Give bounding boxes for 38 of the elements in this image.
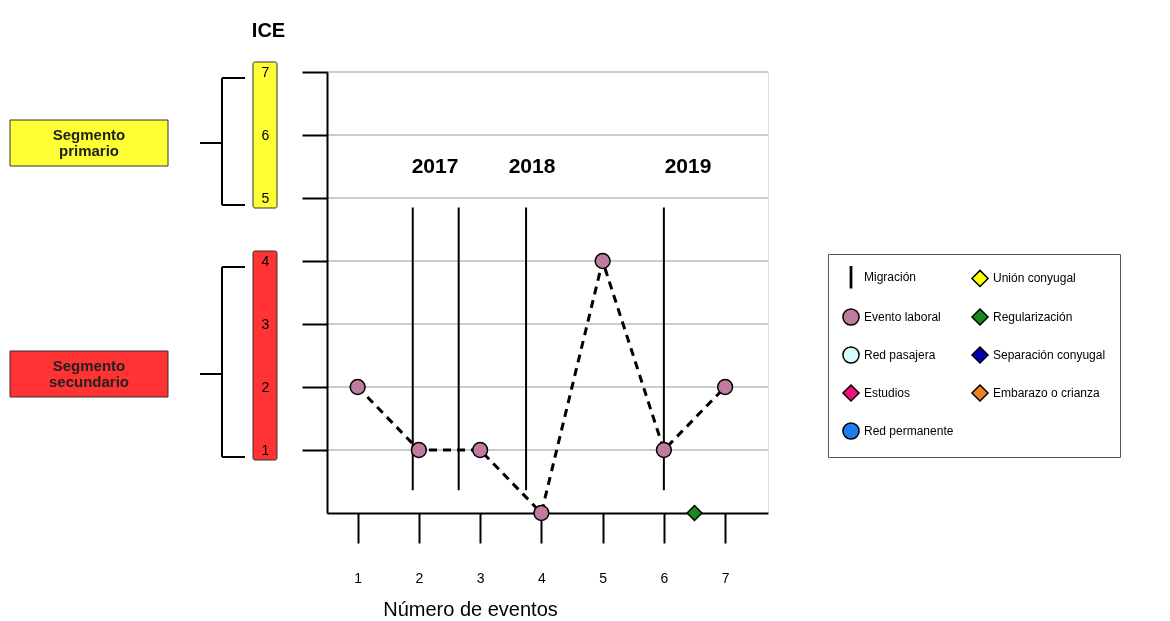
point <box>594 252 611 270</box>
x-tick-label: 6 <box>660 569 669 586</box>
annotation: 2018 <box>508 154 556 177</box>
point <box>349 378 366 396</box>
legend-label: Red pasajera <box>864 348 936 362</box>
x-tick-label: 4 <box>537 569 546 586</box>
annotation: 2019 <box>664 154 712 177</box>
legend-label: Red permanente <box>864 424 954 438</box>
legend-label: Regularización <box>993 310 1073 324</box>
x-tick-label: 2 <box>415 569 424 586</box>
legend-label: Embarazo o crianza <box>993 386 1101 400</box>
x-tick-label: 7 <box>721 569 730 586</box>
y-axis-title: ICE <box>251 18 286 41</box>
y-tick-label: 5 <box>261 189 270 206</box>
x-tick-label: 1 <box>354 569 363 586</box>
point <box>686 504 703 522</box>
x-axis-title: Número de eventos <box>383 597 558 620</box>
legend-label: Migración <box>864 270 917 285</box>
x-tick-label: 5 <box>599 569 608 586</box>
y-tick-label: 7 <box>261 63 270 80</box>
y-tick-label: 4 <box>261 252 270 269</box>
legend-label: Unión conyugal <box>993 271 1076 286</box>
y-tick-label: 1 <box>261 441 270 458</box>
legend-label: Separación conyugal <box>993 348 1106 362</box>
point <box>655 441 673 459</box>
legend-label: Estudios <box>864 386 911 400</box>
point <box>533 504 550 522</box>
x-tick-label: 3 <box>476 569 485 586</box>
text: Segmento secundario <box>48 357 130 390</box>
legend-label: Evento laboral <box>864 310 941 324</box>
point <box>471 441 489 459</box>
point <box>410 441 428 459</box>
y-tick-label: 3 <box>261 315 270 332</box>
y-tick-label: 2 <box>261 378 270 395</box>
annotation: 2017 <box>411 154 459 177</box>
y-tick-label: 6 <box>261 126 270 143</box>
point <box>716 378 734 396</box>
text: Segmento primario <box>52 126 126 159</box>
